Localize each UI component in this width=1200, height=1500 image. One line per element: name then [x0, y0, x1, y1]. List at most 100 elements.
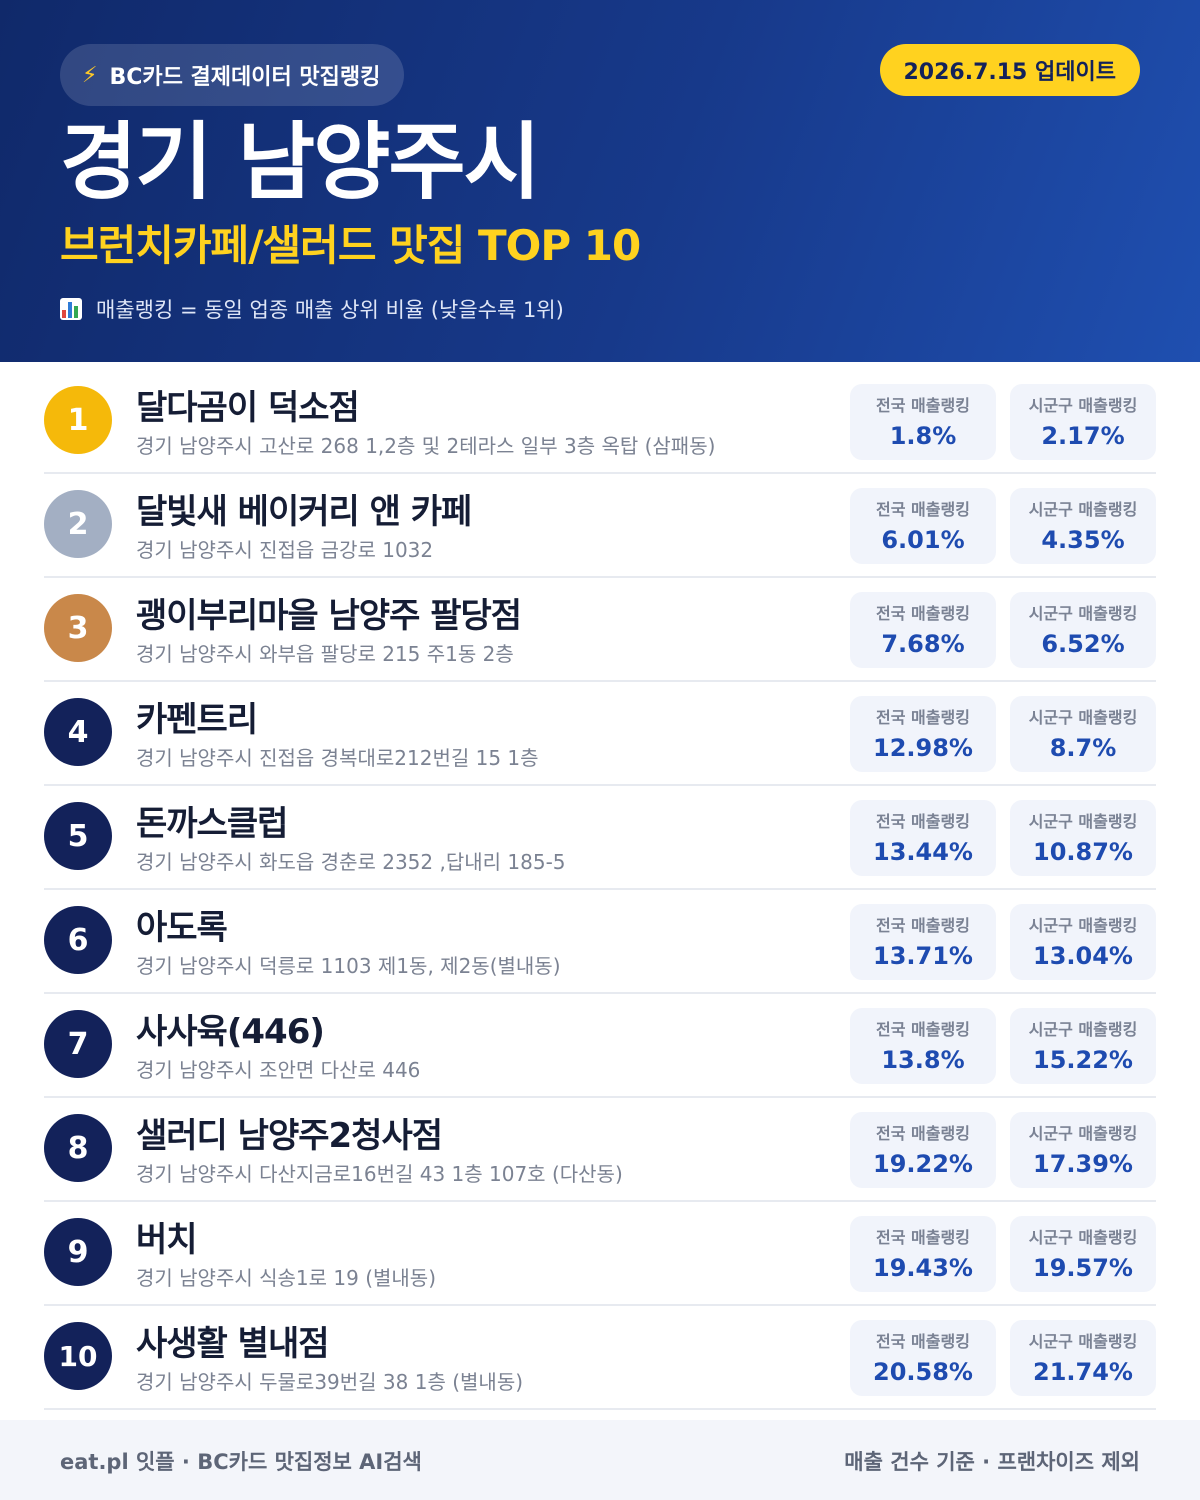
- restaurant-address: 경기 남양주시 식송1로 19 (별내동): [136, 1266, 437, 1290]
- local-rank-value: 15.22%: [1033, 1046, 1133, 1074]
- rank-badge: 6: [44, 906, 112, 974]
- national-rank-card: 전국 매출랭킹 13.8%: [850, 1008, 996, 1084]
- local-rank-value: 21.74%: [1033, 1358, 1133, 1386]
- local-rank-card: 시군구 매출랭킹 6.52%: [1010, 592, 1156, 668]
- bar-chart-icon: [60, 298, 82, 320]
- restaurant-address: 경기 남양주시 와부읍 팔당로 215 주1동 2층: [136, 642, 514, 666]
- restaurant-name: 달빛새 베이커리 앤 카페: [136, 492, 472, 532]
- restaurant-address: 경기 남양주시 진접읍 금강로 1032: [136, 538, 434, 562]
- national-rank-label: 전국 매출랭킹: [876, 604, 970, 623]
- national-rank-value: 7.68%: [881, 630, 965, 658]
- restaurant-row[interactable]: 5 돈까스클럽 경기 남양주시 화도읍 경춘로 2352 ,답내리 185-5 …: [44, 786, 1156, 890]
- restaurant-name: 괭이부리마을 남양주 팔당점: [136, 596, 522, 636]
- footer-note: 매출 건수 기준 · 프랜차이즈 제외: [844, 1450, 1140, 1474]
- local-rank-label: 시군구 매출랭킹: [1028, 708, 1138, 727]
- restaurant-name: 샐러디 남양주2청사점: [136, 1116, 443, 1156]
- lightning-icon: ⚡: [82, 62, 98, 88]
- national-rank-value: 19.22%: [873, 1150, 973, 1178]
- local-rank-card: 시군구 매출랭킹 2.17%: [1010, 384, 1156, 460]
- restaurant-address: 경기 남양주시 다산지금로16번길 43 1층 107호 (다산동): [136, 1162, 623, 1186]
- national-rank-card: 전국 매출랭킹 1.8%: [850, 384, 996, 460]
- national-rank-label: 전국 매출랭킹: [876, 396, 970, 415]
- local-rank-label: 시군구 매출랭킹: [1028, 396, 1138, 415]
- national-rank-card: 전국 매출랭킹 20.58%: [850, 1320, 996, 1396]
- national-rank-label: 전국 매출랭킹: [876, 1228, 970, 1247]
- national-rank-card: 전국 매출랭킹 13.44%: [850, 800, 996, 876]
- national-rank-label: 전국 매출랭킹: [876, 1332, 970, 1351]
- local-rank-card: 시군구 매출랭킹 4.35%: [1010, 488, 1156, 564]
- rank-badge: 8: [44, 1114, 112, 1182]
- local-rank-label: 시군구 매출랭킹: [1028, 916, 1138, 935]
- restaurant-row[interactable]: 1 달다곰이 덕소점 경기 남양주시 고산로 268 1,2층 및 2테라스 일…: [44, 370, 1156, 474]
- national-rank-card: 전국 매출랭킹 6.01%: [850, 488, 996, 564]
- restaurant-name: 달다곰이 덕소점: [136, 388, 360, 428]
- restaurant-row[interactable]: 2 달빛새 베이커리 앤 카페 경기 남양주시 진접읍 금강로 1032 전국 …: [44, 474, 1156, 578]
- local-rank-value: 6.52%: [1041, 630, 1125, 658]
- national-rank-value: 6.01%: [881, 526, 965, 554]
- local-rank-value: 4.35%: [1041, 526, 1125, 554]
- restaurant-row[interactable]: 4 카펜트리 경기 남양주시 진접읍 경복대로212번길 15 1층 전국 매출…: [44, 682, 1156, 786]
- rank-badge: 3: [44, 594, 112, 662]
- local-rank-card: 시군구 매출랭킹 19.57%: [1010, 1216, 1156, 1292]
- restaurant-address: 경기 남양주시 덕릉로 1103 제1동, 제2동(별내동): [136, 954, 561, 978]
- local-rank-value: 13.04%: [1033, 942, 1133, 970]
- national-rank-card: 전국 매출랭킹 13.71%: [850, 904, 996, 980]
- rank-badge: 2: [44, 490, 112, 558]
- national-rank-value: 13.71%: [873, 942, 973, 970]
- header-banner: ⚡ BC카드 결제데이터 맛집랭킹 2026.7.15 업데이트 경기 남양주시…: [0, 0, 1200, 362]
- national-rank-label: 전국 매출랭킹: [876, 1124, 970, 1143]
- local-rank-card: 시군구 매출랭킹 15.22%: [1010, 1008, 1156, 1084]
- restaurant-row[interactable]: 8 샐러디 남양주2청사점 경기 남양주시 다산지금로16번길 43 1층 10…: [44, 1098, 1156, 1202]
- local-rank-label: 시군구 매출랭킹: [1028, 812, 1138, 831]
- local-rank-label: 시군구 매출랭킹: [1028, 1124, 1138, 1143]
- restaurant-row[interactable]: 10 사생활 별내점 경기 남양주시 두물로39번길 38 1층 (별내동) 전…: [44, 1306, 1156, 1410]
- region-title: 경기 남양주시: [60, 113, 541, 211]
- national-rank-value: 13.44%: [873, 838, 973, 866]
- update-label: 2026.7.15 업데이트: [903, 60, 1117, 85]
- restaurant-row[interactable]: 3 괭이부리마을 남양주 팔당점 경기 남양주시 와부읍 팔당로 215 주1동…: [44, 578, 1156, 682]
- rank-badge: 5: [44, 802, 112, 870]
- local-rank-label: 시군구 매출랭킹: [1028, 604, 1138, 623]
- restaurant-row[interactable]: 6 아도록 경기 남양주시 덕릉로 1103 제1동, 제2동(별내동) 전국 …: [44, 890, 1156, 994]
- footer: eat.pl 잇플 · BC카드 맛집정보 AI검색 매출 건수 기준 · 프랜…: [0, 1420, 1200, 1500]
- national-rank-value: 13.8%: [881, 1046, 965, 1074]
- restaurant-list: 1 달다곰이 덕소점 경기 남양주시 고산로 268 1,2층 및 2테라스 일…: [44, 370, 1156, 1410]
- rank-badge: 7: [44, 1010, 112, 1078]
- local-rank-value: 10.87%: [1033, 838, 1133, 866]
- restaurant-row[interactable]: 7 사사육(446) 경기 남양주시 조안면 다산로 446 전국 매출랭킹 1…: [44, 994, 1156, 1098]
- national-rank-label: 전국 매출랭킹: [876, 500, 970, 519]
- national-rank-card: 전국 매출랭킹 7.68%: [850, 592, 996, 668]
- national-rank-card: 전국 매출랭킹 19.22%: [850, 1112, 996, 1188]
- local-rank-card: 시군구 매출랭킹 21.74%: [1010, 1320, 1156, 1396]
- national-rank-value: 19.43%: [873, 1254, 973, 1282]
- restaurant-name: 사사육(446): [136, 1012, 325, 1052]
- local-rank-card: 시군구 매출랭킹 8.7%: [1010, 696, 1156, 772]
- footer-source: eat.pl 잇플 · BC카드 맛집정보 AI검색: [60, 1450, 422, 1474]
- legend-text: 매출랭킹 = 동일 업종 매출 상위 비율 (낮을수록 1위): [96, 298, 564, 322]
- national-rank-value: 12.98%: [873, 734, 973, 762]
- rank-badge: 9: [44, 1218, 112, 1286]
- restaurant-name: 돈까스클럽: [136, 804, 288, 844]
- national-rank-card: 전국 매출랭킹 19.43%: [850, 1216, 996, 1292]
- rank-badge: 4: [44, 698, 112, 766]
- national-rank-label: 전국 매출랭킹: [876, 916, 970, 935]
- local-rank-card: 시군구 매출랭킹 17.39%: [1010, 1112, 1156, 1188]
- restaurant-address: 경기 남양주시 두물로39번길 38 1층 (별내동): [136, 1370, 524, 1394]
- restaurant-name: 버치: [136, 1220, 198, 1260]
- update-date-badge: 2026.7.15 업데이트: [879, 44, 1140, 96]
- national-rank-card: 전국 매출랭킹 12.98%: [850, 696, 996, 772]
- local-rank-label: 시군구 매출랭킹: [1028, 1020, 1138, 1039]
- rank-badge: 1: [44, 386, 112, 454]
- national-rank-label: 전국 매출랭킹: [876, 1020, 970, 1039]
- restaurant-address: 경기 남양주시 고산로 268 1,2층 및 2테라스 일부 3층 옥탑 (삼패…: [136, 434, 716, 458]
- local-rank-label: 시군구 매출랭킹: [1028, 1228, 1138, 1247]
- local-rank-card: 시군구 매출랭킹 13.04%: [1010, 904, 1156, 980]
- local-rank-value: 8.7%: [1049, 734, 1117, 762]
- restaurant-name: 카펜트리: [136, 700, 258, 740]
- local-rank-value: 17.39%: [1033, 1150, 1133, 1178]
- restaurant-address: 경기 남양주시 진접읍 경복대로212번길 15 1층: [136, 746, 539, 770]
- restaurant-row[interactable]: 9 버치 경기 남양주시 식송1로 19 (별내동) 전국 매출랭킹 19.43…: [44, 1202, 1156, 1306]
- source-badge: ⚡ BC카드 결제데이터 맛집랭킹: [60, 44, 405, 106]
- national-rank-value: 20.58%: [873, 1358, 973, 1386]
- local-rank-label: 시군구 매출랭킹: [1028, 1332, 1138, 1351]
